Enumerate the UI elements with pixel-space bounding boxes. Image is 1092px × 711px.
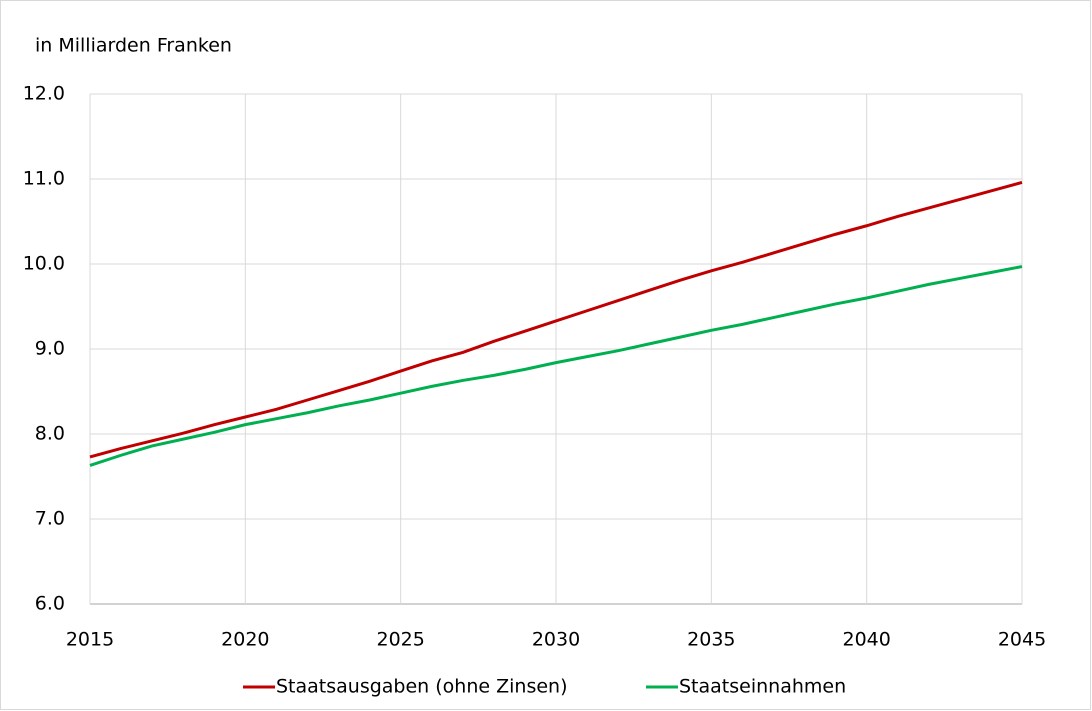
x-tick-label: 2035 [687, 629, 735, 651]
y-axis-label: in Milliarden Franken [35, 35, 232, 57]
legend-label: Staatsausgaben (ohne Zinsen) [276, 676, 568, 698]
y-tick-label: 7.0 [35, 508, 65, 530]
series-line [89, 180, 1023, 459]
x-tick-label: 2015 [66, 629, 114, 651]
y-tick-label: 10.0 [23, 253, 65, 275]
x-tick-label: 2045 [998, 629, 1046, 651]
legend-label: Staatseinnahmen [679, 676, 846, 698]
y-tick-label: 9.0 [35, 338, 65, 360]
x-tick-label: 2030 [532, 629, 580, 651]
y-tick-label: 11.0 [23, 168, 65, 190]
series-line [89, 265, 1023, 467]
x-tick-label: 2040 [842, 629, 890, 651]
x-tick-label: 2020 [221, 629, 269, 651]
x-tick-label: 2025 [376, 629, 424, 651]
y-tick-label: 6.0 [35, 593, 65, 615]
y-tick-label: 8.0 [35, 423, 65, 445]
y-tick-label: 12.0 [23, 83, 65, 105]
